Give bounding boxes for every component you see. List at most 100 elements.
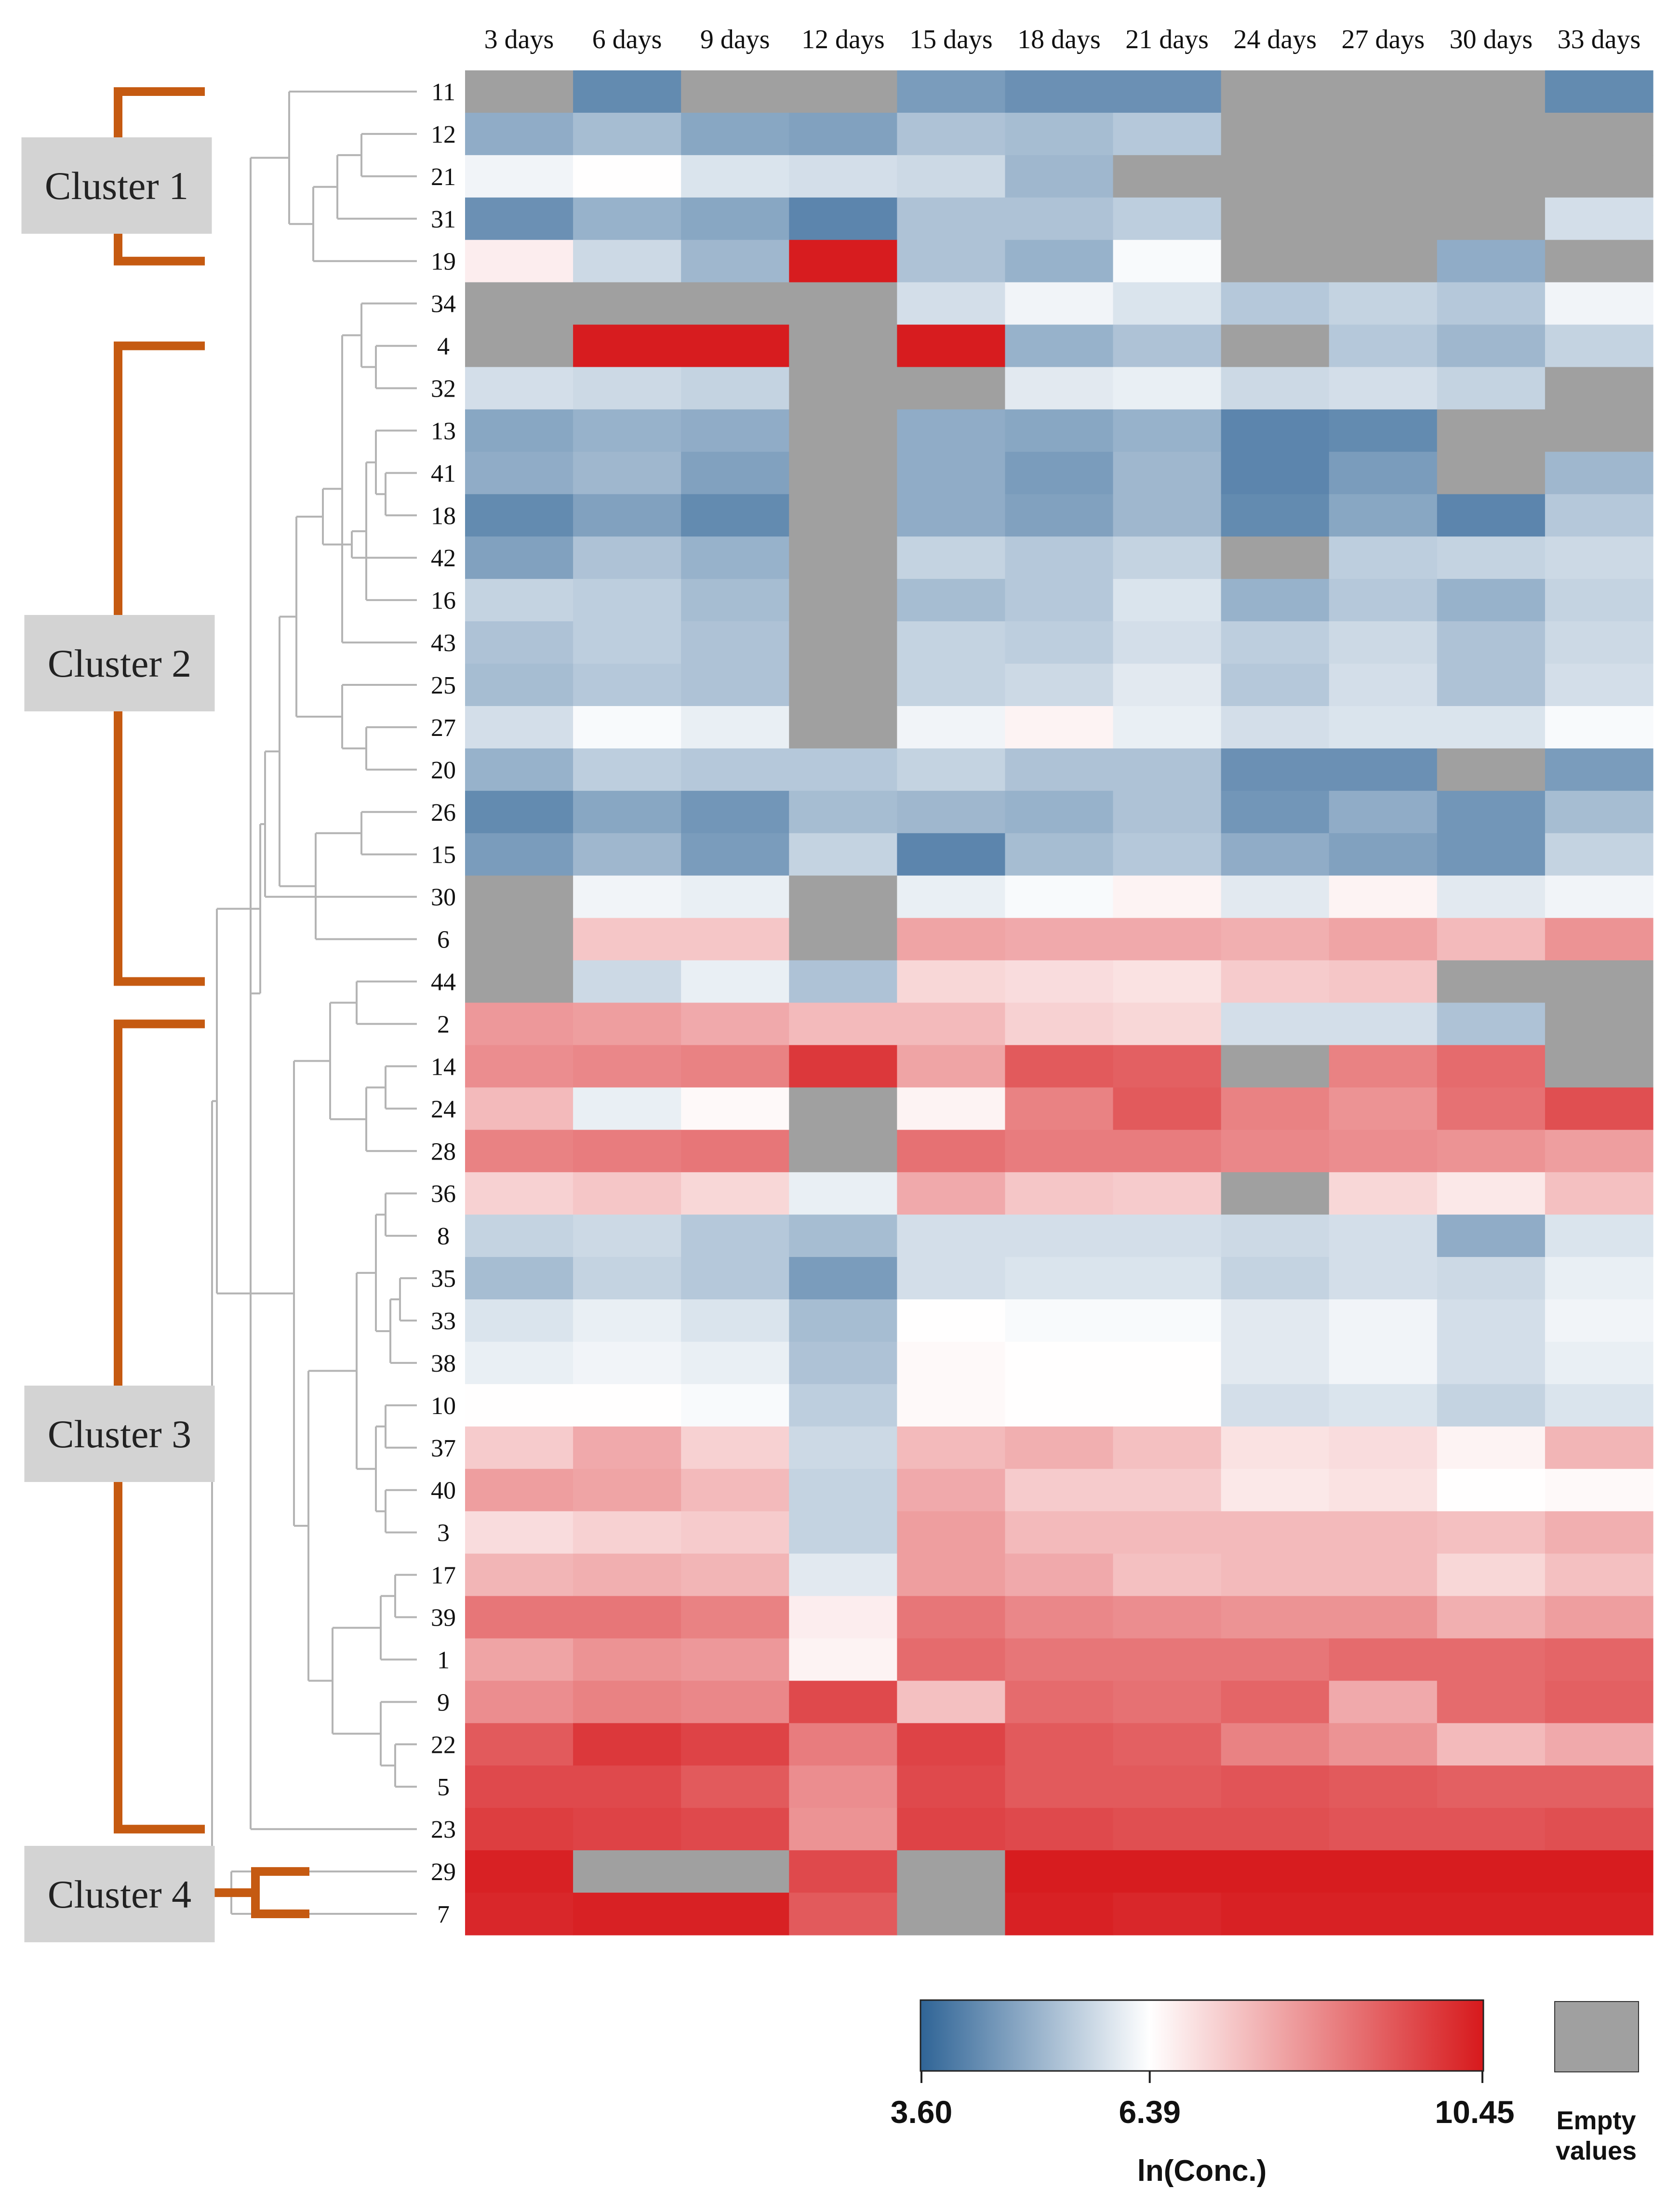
heatmap-cell [1329, 1299, 1438, 1342]
heatmap-cell [573, 960, 681, 1003]
heatmap-cell [681, 1002, 789, 1046]
heatmap-cell [465, 536, 573, 579]
heatmap-cell [1005, 240, 1114, 283]
heatmap-cell [1113, 324, 1222, 368]
row-label: 2 [437, 1011, 450, 1039]
heatmap-cell-empty [1437, 748, 1546, 791]
heatmap-cell [1545, 748, 1653, 791]
heatmap-cell-empty [789, 664, 897, 707]
heatmap-cell [1437, 1299, 1546, 1342]
heatmap-cell [1221, 1808, 1330, 1851]
row-label: 29 [431, 1858, 456, 1886]
row-label: 35 [431, 1265, 456, 1293]
heatmap-cell [1437, 282, 1546, 325]
row-label: 18 [431, 502, 456, 530]
heatmap-cell [1113, 240, 1222, 283]
heatmap-cell [1437, 1765, 1546, 1808]
heatmap-cell [1221, 579, 1330, 622]
heatmap-cell [1329, 1765, 1438, 1808]
heatmap-cell [1113, 1765, 1222, 1808]
heatmap-cell [681, 706, 789, 749]
heatmap-cell [1437, 790, 1546, 834]
heatmap-cell-empty [789, 282, 897, 325]
heatmap-cell [1545, 1172, 1653, 1215]
heatmap-cell [573, 1215, 681, 1257]
heatmap-cell [573, 918, 681, 961]
heatmap-cell [465, 1511, 573, 1554]
heatmap-cell [897, 1681, 1006, 1723]
heatmap-cell [681, 536, 789, 579]
heatmap-cell [1329, 960, 1438, 1003]
empty-values-label-line1: Empty [1556, 2106, 1636, 2135]
heatmap-cell [1113, 1469, 1222, 1512]
heatmap-cell [1005, 1893, 1114, 1936]
heatmap-cell [573, 1384, 681, 1427]
heatmap-cell [573, 1045, 681, 1088]
heatmap-cell [465, 1384, 573, 1427]
heatmap-cell [573, 579, 681, 622]
heatmap-cell [1005, 367, 1114, 410]
heatmap-cell [1221, 875, 1330, 919]
heatmap-cell [1329, 1850, 1438, 1893]
heatmap-cell-empty [1545, 1045, 1653, 1088]
heatmap-cell [789, 790, 897, 834]
row-label: 39 [431, 1604, 456, 1632]
heatmap-cell [1005, 494, 1114, 537]
heatmap-cell [465, 1469, 573, 1512]
heatmap-cell [1113, 1681, 1222, 1723]
heatmap-cell-empty [1329, 240, 1438, 283]
heatmap-cell [1329, 452, 1438, 494]
heatmap-cell [1005, 536, 1114, 579]
heatmap-cell [1437, 1681, 1546, 1723]
heatmap-cell [897, 112, 1006, 156]
heatmap-cell [573, 1299, 681, 1342]
heatmap-cell [681, 240, 789, 283]
heatmap-cell [1005, 960, 1114, 1003]
heatmap-cell [1329, 367, 1438, 410]
heatmap-cell [897, 1384, 1006, 1427]
heatmap-cell [897, 1808, 1006, 1851]
heatmap-cell [1437, 918, 1546, 961]
heatmap-cell [897, 748, 1006, 791]
heatmap-cell [1329, 1893, 1438, 1936]
heatmap-cell-empty [789, 70, 897, 113]
heatmap-cell [1113, 409, 1222, 452]
heatmap-cell-empty [1545, 960, 1653, 1003]
heatmap-cell [1113, 1808, 1222, 1851]
heatmap-cell [573, 1765, 681, 1808]
heatmap-cell [1329, 1596, 1438, 1639]
heatmap-cell-empty [1221, 197, 1330, 240]
heatmap-cell-empty [789, 1087, 897, 1130]
heatmap-cell [465, 1130, 573, 1173]
heatmap-cell [1113, 706, 1222, 749]
heatmap-cell [1329, 664, 1438, 707]
heatmap-cell [1437, 1045, 1546, 1088]
heatmap-cell [897, 1172, 1006, 1215]
heatmap-cell-empty [789, 409, 897, 452]
heatmap-cell [897, 875, 1006, 919]
heatmap-cell [1545, 918, 1653, 961]
heatmap-cell [1437, 1596, 1546, 1639]
heatmap-cell [789, 748, 897, 791]
column-label: 3 days [484, 25, 554, 54]
heatmap-cell [1221, 960, 1330, 1003]
heatmap-cell-empty [465, 875, 573, 919]
heatmap-cells [465, 70, 1653, 1936]
heatmap-cell [1545, 706, 1653, 749]
heatmap-cell [1221, 1893, 1330, 1936]
heatmap-cell [1113, 1638, 1222, 1682]
cluster-label: Cluster 3 [48, 1412, 191, 1456]
heatmap-cell [789, 960, 897, 1003]
heatmap-cell [1437, 1553, 1546, 1597]
heatmap-cell [789, 1172, 897, 1215]
heatmap-cell [1545, 1553, 1653, 1597]
row-label: 33 [431, 1308, 456, 1335]
heatmap-cell-empty [789, 324, 897, 368]
heatmap-cell [1545, 790, 1653, 834]
heatmap-cell [1005, 1765, 1114, 1808]
heatmap-cell [681, 790, 789, 834]
heatmap-cell [1545, 1384, 1653, 1427]
heatmap-cell [465, 1087, 573, 1130]
heatmap-cell [1005, 1384, 1114, 1427]
row-label: 20 [431, 757, 456, 784]
